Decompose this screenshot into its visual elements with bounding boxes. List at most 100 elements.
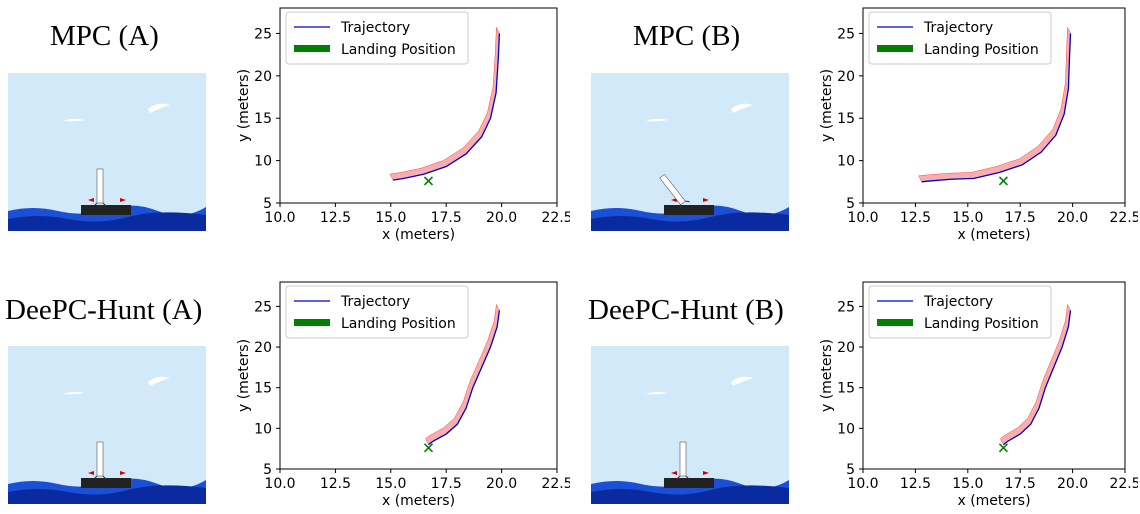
trajectory-line <box>392 33 501 181</box>
rocket <box>93 168 107 207</box>
x-tick-label: 15.0 <box>375 210 406 226</box>
y-tick-label: 15 <box>254 111 272 127</box>
x-tick-label: 17.5 <box>1005 210 1036 226</box>
y-tick-label: 15 <box>837 381 855 397</box>
x-tick-label: 17.5 <box>431 210 462 226</box>
x-tick-label: 20.0 <box>1057 210 1088 226</box>
x-tick-label: 17.5 <box>431 476 462 492</box>
x-tick-label: 12.5 <box>320 210 351 226</box>
panel-title-deepc-a: DeePC-Hunt (A) <box>5 294 203 326</box>
sea-deep <box>8 485 206 504</box>
x-tick-label: 12.5 <box>900 476 931 492</box>
sea-deep <box>591 212 789 231</box>
x-tick-label: 15.0 <box>375 476 406 492</box>
y-axis-label: y (meters) <box>236 69 252 142</box>
scene-deepc-b <box>591 346 789 504</box>
y-tick-label: 5 <box>846 462 855 478</box>
axes-frame <box>862 7 1126 204</box>
landing-marker <box>998 176 1008 186</box>
sky <box>591 73 789 231</box>
landing-platform <box>81 205 131 215</box>
x-axis-label: x (meters) <box>957 493 1030 509</box>
legend-trajectory-label: Trajectory <box>923 294 993 310</box>
y-tick-label: 5 <box>263 462 272 478</box>
y-tick-label: 10 <box>254 421 272 437</box>
y-tick-label: 25 <box>837 299 855 315</box>
x-tick-label: 20.0 <box>1057 476 1088 492</box>
x-tick-label: 15.0 <box>952 476 983 492</box>
x-tick-label: 10.0 <box>264 210 295 226</box>
flag-icon <box>671 471 677 475</box>
legend-trajectory-label: Trajectory <box>923 20 993 36</box>
cloud <box>731 376 753 386</box>
axes-frame <box>862 281 1126 470</box>
legend-box <box>285 11 469 65</box>
scene-canvas <box>8 346 206 504</box>
plot-svg: 10.0 12.5 15.0 17.5 20.0 22.5 5 10 15 20 25 x (mete… <box>236 281 570 509</box>
scene-mpc-a <box>8 73 206 231</box>
y-tick-label: 25 <box>837 26 855 42</box>
x-tick-label: 22.5 <box>541 476 570 492</box>
landing-marker <box>423 443 434 453</box>
y-tick-label: 25 <box>254 26 272 42</box>
legend-landing-label: Landing Position <box>341 316 456 332</box>
chart-deepc-a: 10.0 12.5 15.0 17.5 20.0 22.5 5 10 15 20 25 x (mete… <box>225 274 570 514</box>
panel-title-deepc-b: DeePC-Hunt (B) <box>588 294 784 326</box>
trajectory-line <box>428 310 501 446</box>
rocket <box>93 441 107 480</box>
sky <box>591 346 789 504</box>
sea-deep <box>591 485 789 504</box>
scene-deepc-a <box>8 346 206 504</box>
flag-icon <box>703 198 709 202</box>
panel-title-mpc-a: MPC (A) <box>50 20 159 52</box>
chart-mpc-b: 10.0 12.5 15.0 17.5 20.0 22.5 5 10 15 20 25 x (mete… <box>808 0 1138 248</box>
y-tick-label: 5 <box>846 196 855 212</box>
x-tick-label: 10.0 <box>264 476 295 492</box>
sea-deep <box>8 212 206 231</box>
cloud <box>148 103 170 113</box>
y-tick-label: 10 <box>254 154 272 170</box>
y-axis-label: y (meters) <box>819 69 835 142</box>
rocket-legs <box>676 475 690 480</box>
legend-landing-swatch <box>877 319 913 326</box>
x-tick-label: 22.5 <box>541 210 570 226</box>
landing-platform <box>81 478 131 488</box>
y-tick-label: 15 <box>837 111 855 127</box>
cloud <box>63 118 85 122</box>
legend-landing-label: Landing Position <box>924 316 1039 332</box>
landing-platform <box>664 205 714 215</box>
rocket <box>659 173 690 210</box>
plot-svg: 10.0 12.5 15.0 17.5 20.0 22.5 5 10 15 20 25 x (mete… <box>819 281 1138 509</box>
y-tick-label: 20 <box>254 69 272 85</box>
scene-canvas <box>591 346 789 504</box>
panel-title-mpc-b: MPC (B) <box>633 20 741 52</box>
legend-landing-swatch <box>294 45 330 52</box>
x-axis-label: x (meters) <box>382 493 455 509</box>
sky <box>8 73 206 231</box>
flag-icon <box>88 471 94 475</box>
y-tick-label: 15 <box>254 381 272 397</box>
scene-canvas <box>591 73 789 231</box>
x-tick-label: 17.5 <box>1005 476 1036 492</box>
chart-mpc-a: 10.0 12.5 15.0 17.5 20.0 22.5 5 10 15 20 25 x (mete… <box>225 0 570 248</box>
y-axis-label: y (meters) <box>236 339 252 412</box>
rocket-body <box>96 441 104 477</box>
landing-marker <box>423 176 434 186</box>
trajectory-line <box>921 33 1072 183</box>
landing-marker <box>998 443 1008 453</box>
y-tick-label: 5 <box>263 196 272 212</box>
cloud <box>148 376 170 386</box>
cloud <box>646 391 668 395</box>
legend-trajectory-label: Trajectory <box>340 20 410 36</box>
legend-box <box>868 285 1052 339</box>
y-tick-label: 25 <box>254 299 272 315</box>
landing-platform <box>664 478 714 488</box>
legend-box <box>285 285 469 339</box>
legend-box <box>868 11 1052 65</box>
rocket-legs <box>93 202 107 207</box>
chart-deepc-b: 10.0 12.5 15.0 17.5 20.0 22.5 5 10 15 20 25 x (mete… <box>808 274 1138 514</box>
rocket-body <box>96 168 104 204</box>
scene-mpc-b <box>591 73 789 231</box>
x-tick-label: 15.0 <box>952 210 983 226</box>
axes-frame <box>279 281 558 470</box>
